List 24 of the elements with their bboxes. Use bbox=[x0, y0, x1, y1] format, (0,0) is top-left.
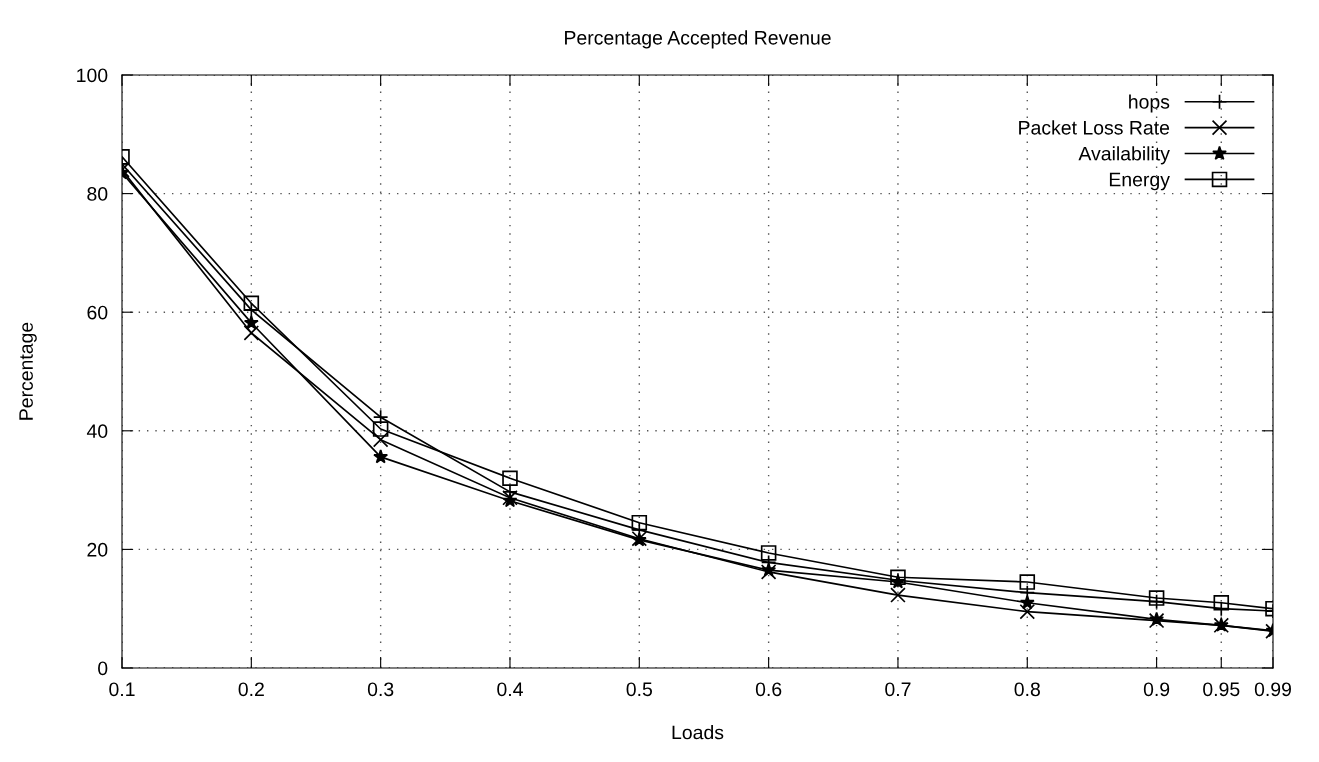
legend-label: Availability bbox=[1078, 146, 1170, 165]
x-tick-label: 0.99 bbox=[1254, 682, 1291, 697]
x-tick-label: 0.8 bbox=[1014, 682, 1040, 697]
y-axis-title: Percentage bbox=[19, 322, 37, 420]
x-tick-label: 0.4 bbox=[497, 682, 523, 697]
x-tick-label: 0.2 bbox=[238, 682, 264, 697]
y-tick-label: 60 bbox=[87, 305, 108, 320]
x-tick-label: 0.95 bbox=[1203, 682, 1240, 697]
x-tick-label: 0.3 bbox=[367, 682, 394, 697]
chart-title: Percentage Accepted Revenue bbox=[565, 30, 831, 49]
x-tick-label: 0.6 bbox=[755, 682, 782, 697]
x-axis-title: Loads bbox=[672, 725, 724, 740]
legend-label: Energy bbox=[1109, 172, 1170, 191]
y-tick-label: 20 bbox=[87, 542, 108, 557]
y-tick-label: 0 bbox=[98, 661, 108, 676]
legend-label: Packet Loss Rate bbox=[1019, 120, 1170, 135]
x-tick-label: 0.9 bbox=[1143, 682, 1170, 697]
x-tick-label: 0.5 bbox=[626, 682, 652, 697]
x-tick-label: 0.1 bbox=[109, 682, 135, 697]
x-tick-label: 0.7 bbox=[885, 682, 911, 697]
y-tick-label: 80 bbox=[87, 187, 108, 201]
y-tick-label: 40 bbox=[86, 424, 108, 439]
legend-label: hops bbox=[1129, 94, 1170, 113]
y-tick-label: 100 bbox=[77, 68, 108, 83]
